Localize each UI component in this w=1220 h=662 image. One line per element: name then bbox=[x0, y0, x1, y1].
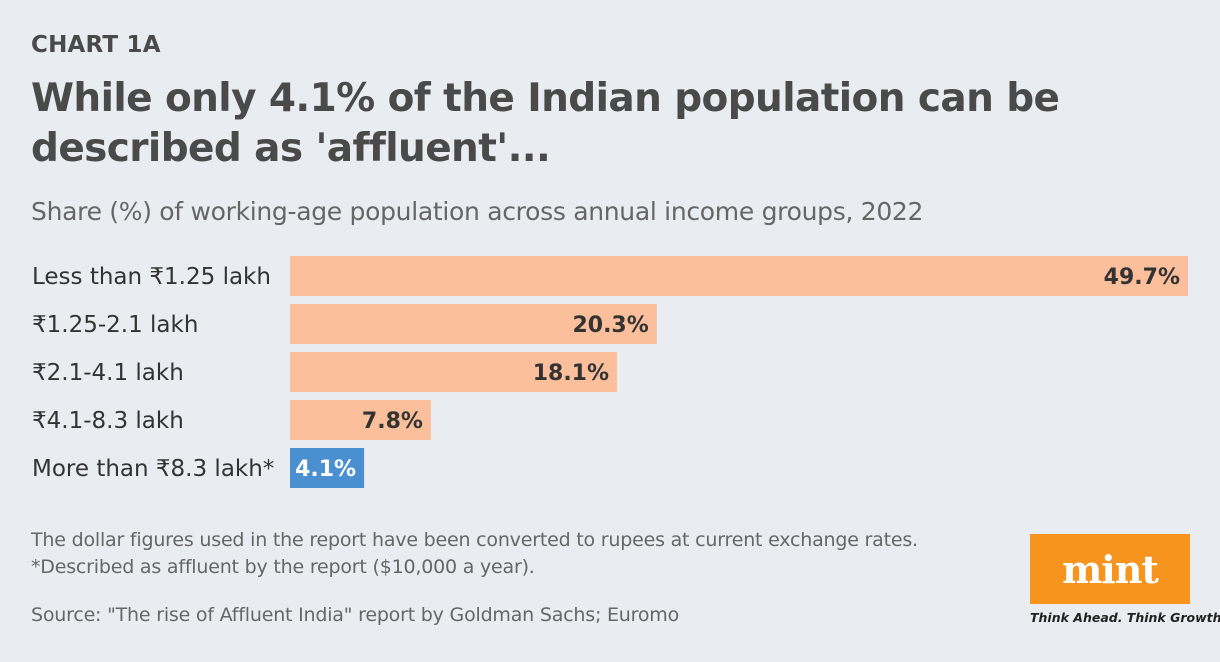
bar bbox=[290, 256, 1188, 296]
chart-label: CHART 1A bbox=[31, 32, 161, 58]
bar-value-label: 49.7% bbox=[1104, 265, 1180, 290]
bar bbox=[290, 352, 618, 392]
bar bbox=[290, 448, 365, 488]
bar-value-label: 20.3% bbox=[572, 313, 648, 338]
category-label: ₹2.1-4.1 lakh bbox=[32, 360, 184, 386]
logo-tagline: Think Ahead. Think Growth. bbox=[1030, 610, 1220, 625]
footnote-affluent: *Described as affluent by the report ($1… bbox=[31, 556, 535, 578]
bar bbox=[290, 304, 657, 344]
category-label: ₹4.1-8.3 lakh bbox=[32, 408, 184, 434]
category-label: More than ₹8.3 lakh* bbox=[32, 456, 274, 482]
bar-value-label: 18.1% bbox=[533, 361, 609, 386]
source-note: Source: "The rise of Affluent India" rep… bbox=[31, 604, 679, 626]
category-label: Less than ₹1.25 lakh bbox=[32, 264, 271, 290]
bar-value-label: 7.8% bbox=[362, 409, 423, 434]
category-label: ₹1.25-2.1 lakh bbox=[32, 312, 198, 338]
bar-chart: Less than ₹1.25 lakh 49.7% ₹1.25-2.1 lakh 2… bbox=[32, 256, 1188, 488]
footnote-exchange-rate: The dollar figures used in the report ha… bbox=[31, 529, 918, 551]
chart-title: While only 4.1% of the Indian population… bbox=[31, 76, 1060, 171]
logo-text: mint bbox=[1062, 546, 1159, 592]
mint-logo: mint bbox=[1030, 534, 1190, 604]
bar-value-label: 4.1% bbox=[295, 457, 356, 482]
bar bbox=[290, 400, 431, 440]
chart-subtitle: Share (%) of working-age population acro… bbox=[31, 197, 924, 226]
